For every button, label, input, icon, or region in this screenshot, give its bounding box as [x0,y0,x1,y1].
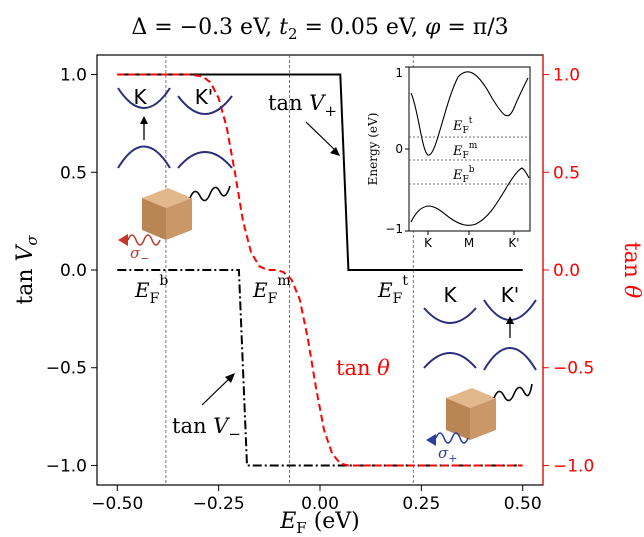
emitted-wave [189,185,231,202]
x-tick-label: 0.25 [402,494,440,514]
band-curve [423,307,477,324]
sigma-plus-wave [435,432,469,444]
inset-frame [408,66,531,232]
y-axis-label-left: tan Vσ [13,235,41,305]
sigma-minus-label: σ− [130,244,149,265]
valley-K-left: K [133,85,147,109]
sigma-minus-wave [127,234,161,246]
x-ticks: −0.50 −0.25 0.00 0.25 0.50 [91,485,542,514]
series-line-2 [117,73,523,467]
inset-ylabel: Energy (eV) [366,113,380,186]
inset-x-tick-label: K' [508,236,519,250]
arrowhead-tanVminus [225,373,235,383]
x-tick-label: −0.25 [193,494,245,514]
sigma-minus-arrowhead [118,234,128,246]
inset-label-ef-t: EFt [452,116,473,136]
inset-x-tick-label: K [424,236,433,250]
sigma-plus-arrowhead [426,434,436,446]
band-curve [423,352,477,369]
y-axis-label-right: tan θ [619,242,644,298]
band-curve [177,151,233,169]
inset-upper-band [410,71,529,156]
cube-left [446,398,470,440]
annot-tanVminus: tan V− [172,414,241,443]
valley-Kp-right: K' [501,283,520,307]
inset-band-structure: EFt EFm EFb Energy (eV) −1 0 1 K M K' [366,66,531,250]
transition-arrowhead [506,316,514,324]
inset-x-ticks: K M K' [424,231,520,250]
series-group [117,73,523,467]
series-line-0 [117,73,523,271]
ef-bottom-label: EFb [134,273,168,307]
band-curve [117,87,171,109]
y-tick-label-left: −0.5 [46,359,87,379]
valley-diagram-right: K K' σ+ [423,283,537,465]
series-line-1 [117,269,523,467]
valley-K-right: K [443,283,457,307]
y-tick-label-left: 0.5 [60,163,87,183]
ef-top-label: EFt [377,273,408,307]
y-tick-label-right: 1.0 [553,66,580,86]
y-tick-label-left: 0.0 [60,261,87,281]
y-tick-label-left: −1.0 [46,456,87,476]
inset-y-tick-label: 0 [395,142,403,156]
inset-x-tick-label: M [464,236,474,250]
inset-lower-band [410,167,530,226]
arrow-tanVminus [201,376,232,406]
inset-label-ef-b: EFb [452,165,475,185]
y-tick-label-right: −0.5 [553,359,594,379]
x-tick-label: −0.50 [91,494,143,514]
band-curve [483,347,537,371]
inset-y-ticks: −1 0 1 [385,66,409,236]
cube-right [470,398,496,440]
x-tick-label: 0.00 [301,494,339,514]
x-axis-label: EF (eV) [279,509,360,537]
x-tick-label: 0.50 [504,494,542,514]
emitted-wave [493,383,533,402]
annot-tanVplus: tan V+ [268,91,337,120]
cube-right [166,198,192,240]
y-tick-label-right: 0.5 [553,163,580,183]
y-ticks-left: 1.0 0.5 0.0 −0.5 −1.0 [46,66,97,476]
y-tick-label-right: 0.0 [553,261,580,281]
cube-top [142,188,192,208]
y-tick-label-right: −1.0 [553,456,594,476]
cube-top [446,388,496,408]
band-curve [177,95,233,115]
chart-title: Δ = −0.3 eV, t2 = 0.05 eV, φ = π/3 [131,15,508,43]
y-tick-label-left: 1.0 [60,66,87,86]
sigma-plus-label: σ+ [438,444,457,465]
arrowhead-tanVplus [330,147,340,156]
arrow-tanVplus [305,121,338,153]
inset-y-tick-label: 1 [395,66,403,80]
transition-arrowhead [140,116,148,124]
band-curve [117,145,171,169]
valley-Kp-left: K' [195,85,214,109]
inset-label-ef-m: EFm [452,141,478,161]
annot-tantheta: tan θ [336,356,390,380]
ef-middle-label: EFm [252,273,291,307]
cube-left [142,198,166,240]
y-ticks-right: 1.0 0.5 0.0 −0.5 −1.0 [543,66,594,476]
valley-diagram-left: K K' σ− [117,85,233,265]
inset-y-tick-label: −1 [385,222,403,236]
